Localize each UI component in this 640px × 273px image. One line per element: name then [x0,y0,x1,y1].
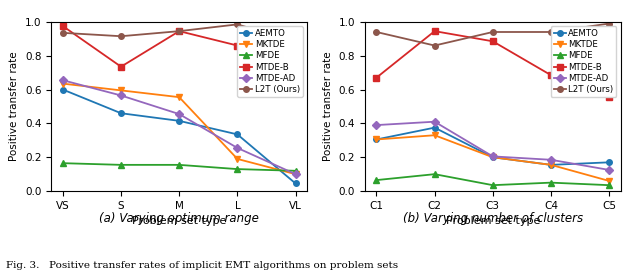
Line: MTDE-AD: MTDE-AD [60,78,298,177]
MKTDE [431,133,438,137]
MFDE [489,183,497,187]
AEMTO [117,112,125,115]
MTDE-B [175,29,183,33]
MTDE-B [489,40,497,43]
MFDE [234,167,241,171]
L2T (Ours) [547,30,555,34]
MKTDE [117,89,125,92]
AEMTO [175,119,183,123]
MKTDE [605,179,613,183]
X-axis label: Problem set type: Problem set type [445,216,540,226]
Text: Fig. 3.   Positive transfer rates of implicit EMT algorithms on problem sets: Fig. 3. Positive transfer rates of impli… [6,260,399,269]
Line: L2T (Ours): L2T (Ours) [60,22,298,44]
Line: MTDE-AD: MTDE-AD [374,119,612,173]
AEMTO [431,126,438,129]
MTDE-AD [117,94,125,97]
Line: AEMTO: AEMTO [60,87,298,186]
MTDE-AD [489,155,497,158]
Line: MKTDE: MKTDE [60,81,298,177]
MKTDE [547,163,555,167]
MFDE [372,179,380,182]
MKTDE [175,96,183,99]
MTDE-AD [175,112,183,116]
Line: MKTDE: MKTDE [374,132,612,184]
MFDE [547,181,555,184]
MKTDE [372,138,380,141]
AEMTO [489,156,497,159]
Line: MTDE-B: MTDE-B [374,28,612,100]
L2T (Ours) [489,30,497,34]
MKTDE [234,157,241,161]
L2T (Ours) [175,29,183,33]
Line: MFDE: MFDE [60,161,298,174]
L2T (Ours) [117,35,125,38]
L2T (Ours) [605,22,613,25]
MKTDE [59,82,67,85]
X-axis label: Problem set type: Problem set type [132,216,227,226]
Line: MFDE: MFDE [374,171,612,188]
MTDE-B [292,59,300,63]
AEMTO [234,133,241,136]
L2T (Ours) [234,23,241,26]
MTDE-B [117,65,125,68]
MFDE [59,162,67,165]
L2T (Ours) [59,31,67,34]
Line: MTDE-B: MTDE-B [60,23,298,69]
AEMTO [372,138,380,141]
Y-axis label: Positive transfer rate: Positive transfer rate [323,52,333,161]
MTDE-AD [431,120,438,123]
MTDE-B [372,76,380,79]
MTDE-AD [59,79,67,82]
MFDE [431,173,438,176]
MTDE-B [431,29,438,33]
AEMTO [605,161,613,164]
MTDE-B [605,96,613,99]
Text: (b) Varying number of clusters: (b) Varying number of clusters [403,212,583,225]
MTDE-AD [292,173,300,176]
MKTDE [292,173,300,176]
MTDE-AD [372,123,380,127]
L2T (Ours) [292,40,300,43]
Y-axis label: Positive transfer rate: Positive transfer rate [10,52,19,161]
Line: AEMTO: AEMTO [374,125,612,168]
L2T (Ours) [431,44,438,47]
AEMTO [59,88,67,91]
Legend: AEMTO, MKTDE, MFDE, MTDE-B, MTDE-AD, L2T (Ours): AEMTO, MKTDE, MFDE, MTDE-B, MTDE-AD, L2T… [550,26,616,97]
MFDE [175,163,183,167]
MTDE-AD [234,146,241,150]
MKTDE [489,156,497,159]
MFDE [292,169,300,173]
Text: (a) Varying optimum range: (a) Varying optimum range [99,212,259,225]
MTDE-AD [547,158,555,161]
MTDE-B [547,73,555,77]
MFDE [117,163,125,167]
Line: L2T (Ours): L2T (Ours) [374,21,612,48]
MTDE-AD [605,168,613,172]
MTDE-B [234,44,241,47]
MTDE-B [59,25,67,28]
MFDE [605,183,613,187]
L2T (Ours) [372,30,380,34]
AEMTO [547,163,555,167]
AEMTO [292,182,300,185]
Legend: AEMTO, MKTDE, MFDE, MTDE-B, MTDE-AD, L2T (Ours): AEMTO, MKTDE, MFDE, MTDE-B, MTDE-AD, L2T… [237,26,303,97]
